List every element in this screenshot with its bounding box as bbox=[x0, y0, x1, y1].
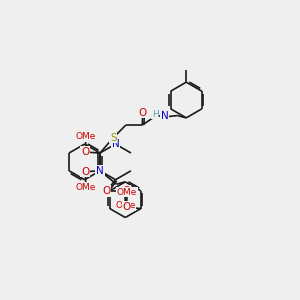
Text: O: O bbox=[139, 108, 147, 118]
Text: H: H bbox=[152, 110, 158, 118]
Text: O: O bbox=[122, 186, 130, 196]
Text: O: O bbox=[122, 202, 130, 212]
Text: N: N bbox=[161, 110, 169, 121]
Text: S: S bbox=[110, 133, 117, 142]
Text: O: O bbox=[81, 147, 89, 157]
Text: N: N bbox=[112, 139, 119, 149]
Text: O: O bbox=[81, 167, 89, 177]
Text: OMe: OMe bbox=[115, 201, 136, 210]
Text: N: N bbox=[96, 166, 104, 176]
Text: OMe: OMe bbox=[117, 188, 137, 197]
Text: O: O bbox=[103, 186, 111, 196]
Text: OMe: OMe bbox=[76, 183, 96, 192]
Text: OMe: OMe bbox=[76, 132, 96, 141]
